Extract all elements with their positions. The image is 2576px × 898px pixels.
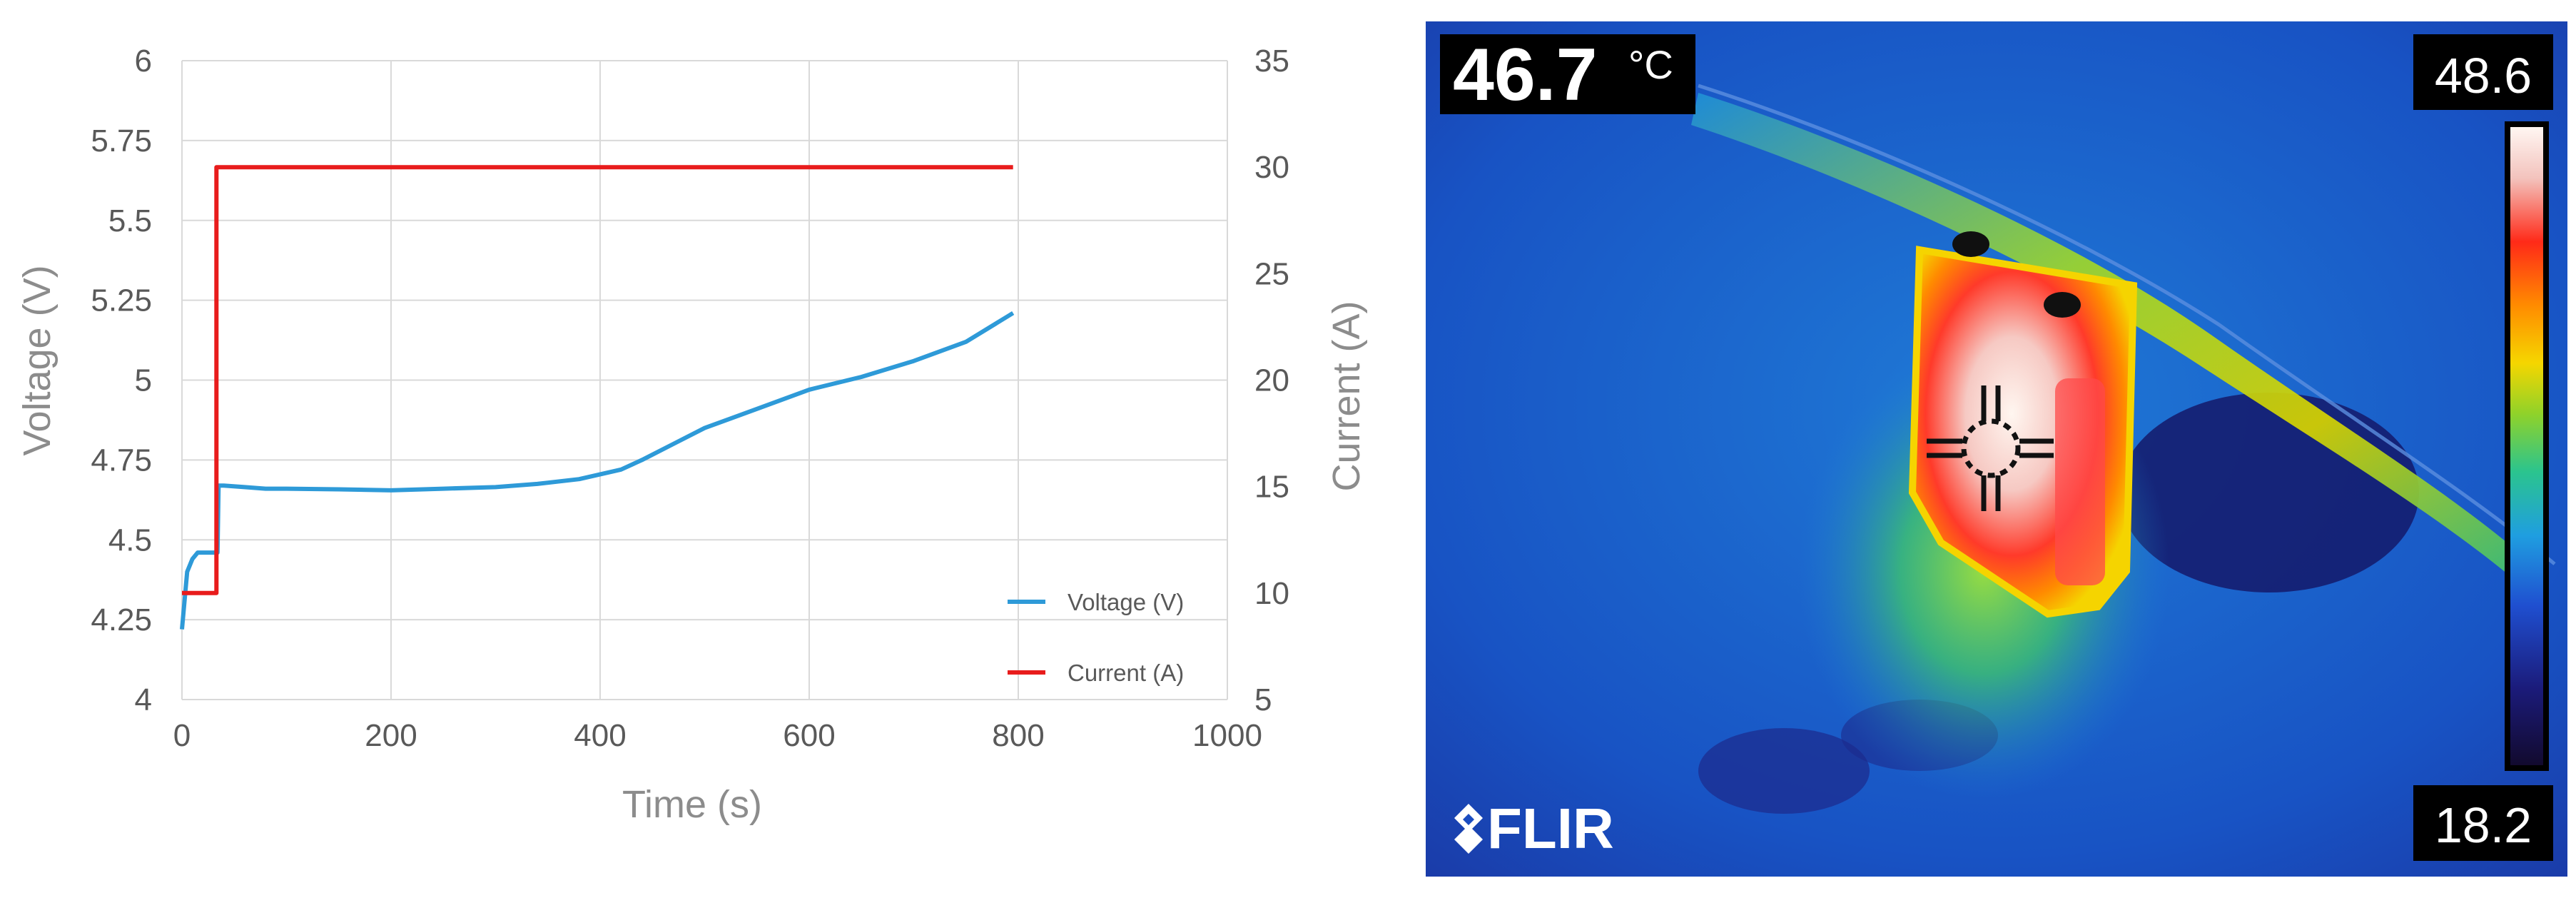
device-stripe: [2055, 378, 2105, 585]
cable-bundle: [1691, 93, 2540, 592]
y2-tick-label: 30: [1254, 150, 1289, 185]
scale-min: 18.2: [2435, 797, 2532, 853]
y2-tick-label: 5: [1254, 682, 1272, 717]
y-tick-label: 4: [135, 682, 152, 717]
cold-spot: [1698, 728, 1870, 814]
spot-unit: °C: [1628, 42, 1673, 87]
crosshair-icon: [1927, 385, 2054, 511]
current-series-line: [182, 165, 1013, 595]
y-tick-label: 4.25: [91, 602, 152, 637]
y2-axis-title: Current (A): [1325, 301, 1368, 491]
terminal: [1952, 231, 1989, 257]
y-tick-label: 5.25: [91, 283, 152, 318]
y-tick-label: 5: [135, 363, 152, 398]
voltage-axis: 4 4.25 4.5 4.75 5 5.25 5.5 5.75 6: [91, 44, 152, 717]
current-axis: 5 10 15 20 25 30 35: [1254, 44, 1289, 717]
spot-temp-box: [1440, 34, 1695, 114]
flir-logo: FLIR: [1454, 797, 1614, 860]
voltage-series-line: [180, 311, 1015, 630]
terminal: [2044, 292, 2081, 318]
y2-tick-label: 20: [1254, 363, 1289, 398]
x-tick-label: 800: [992, 718, 1044, 753]
x-tick-label: 200: [365, 718, 417, 753]
legend: Voltage (V) Current (A): [1008, 589, 1184, 686]
y-tick-label: 4.5: [108, 523, 152, 558]
y2-tick-label: 15: [1254, 470, 1289, 505]
thermal-image: 46.7 °C 48.6 18.2 FLIR: [1426, 21, 2567, 877]
y-axis-title: Voltage (V): [16, 265, 59, 455]
x-axis-title: Time (s): [622, 783, 762, 826]
legend-label-current: Current (A): [1068, 660, 1184, 686]
x-tick-label: 600: [783, 718, 835, 753]
y-tick-label: 5.5: [108, 203, 152, 238]
y2-tick-label: 25: [1254, 256, 1289, 291]
y-tick-label: 6: [135, 44, 152, 79]
device-outline: [1908, 246, 2138, 618]
legend-label-voltage: Voltage (V): [1068, 589, 1184, 615]
time-axis: 0 200 400 600 800 1000: [173, 718, 1262, 753]
cable-edge: [1698, 84, 2556, 565]
y2-tick-label: 10: [1254, 576, 1289, 611]
y-tick-label: 5.75: [91, 123, 152, 158]
color-scale-bar: [2510, 127, 2543, 765]
series: [180, 165, 1015, 630]
scale-max-box: [2413, 34, 2553, 110]
scale-max: 48.6: [2435, 48, 2532, 104]
spot-temperature: 46.7: [1453, 34, 1597, 116]
y2-tick-label: 35: [1254, 44, 1289, 79]
x-tick-label: 0: [173, 718, 191, 753]
scale-min-box: [2413, 785, 2553, 861]
x-tick-label: 1000: [1192, 718, 1262, 753]
y-tick-label: 4.75: [91, 443, 152, 478]
x-tick-label: 400: [574, 718, 626, 753]
flir-logo-icon: [1454, 804, 1483, 854]
flir-logo-text: FLIR: [1487, 797, 1614, 860]
